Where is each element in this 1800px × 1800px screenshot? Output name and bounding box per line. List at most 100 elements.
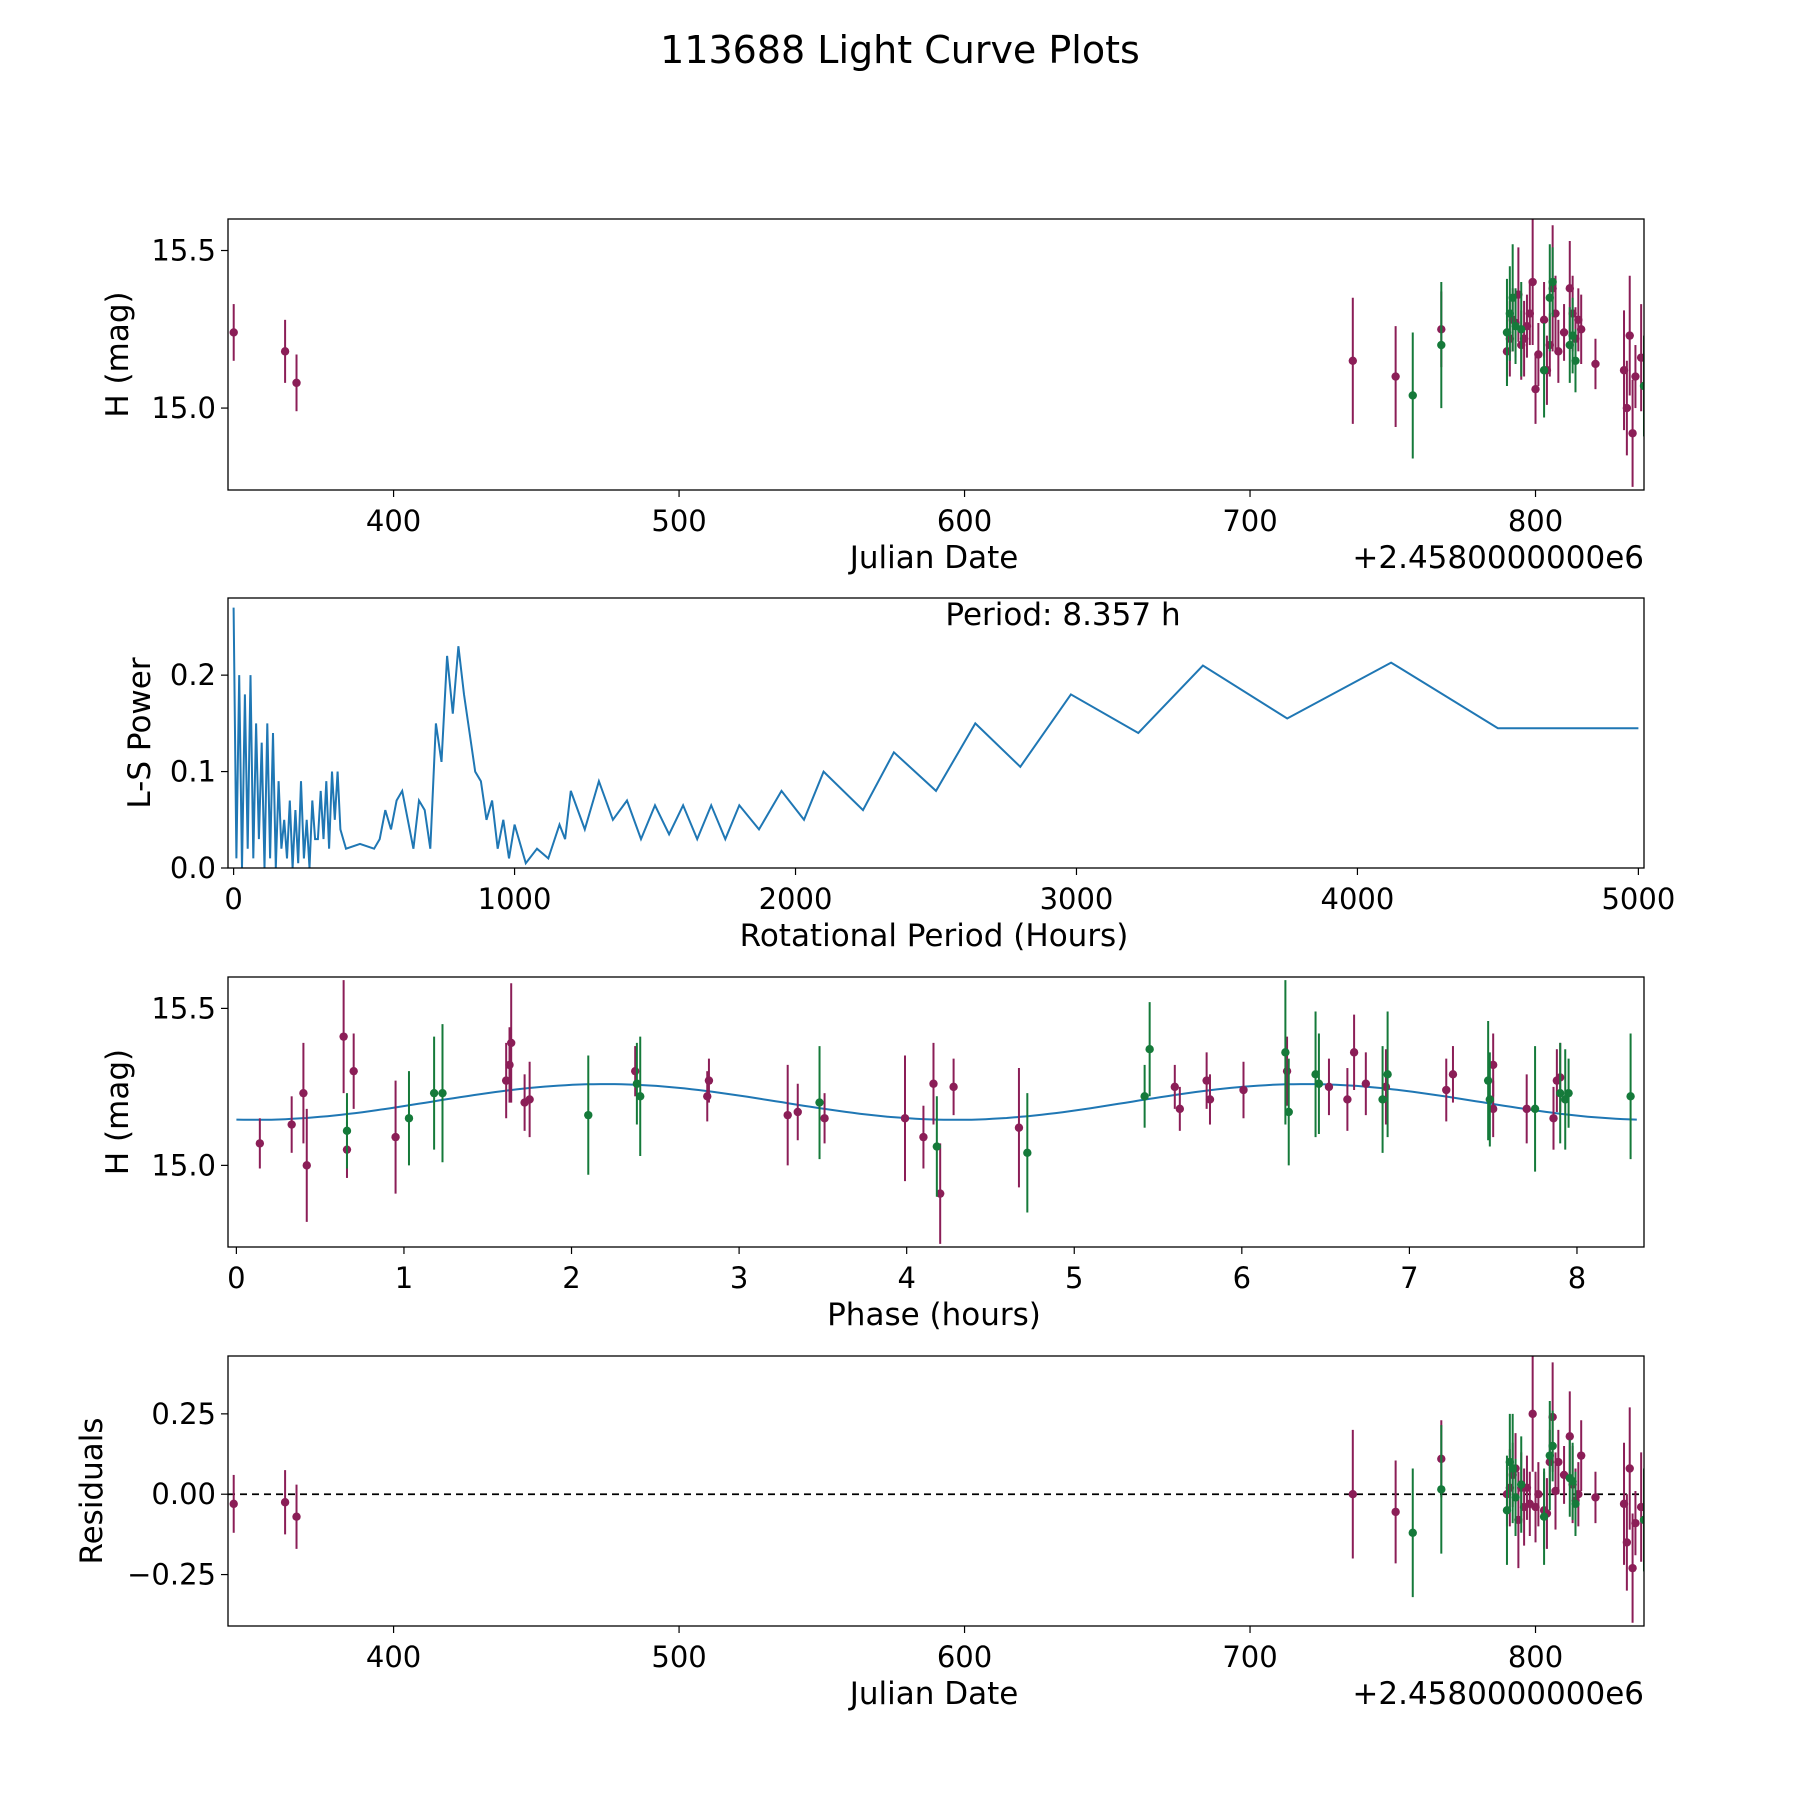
data-point [1437,1485,1446,1494]
data-point [1636,1502,1644,1512]
x-tick-label: 500 [651,504,706,538]
x-tick-label: 3 [730,1261,748,1295]
data-point [1324,1082,1334,1092]
data-point [1559,328,1569,337]
data-point [1539,315,1549,325]
data-point [1539,1512,1549,1521]
data-point [1530,1104,1540,1114]
plot-area [236,980,1637,1244]
data-point [1534,1490,1543,1499]
data-point [229,1499,238,1509]
data-point [302,1161,311,1170]
data-point [1522,1104,1531,1114]
x-tick-label: 2 [562,1261,580,1295]
data-point [1140,1092,1149,1101]
data-point [1631,1518,1640,1528]
data-point [1284,1107,1293,1117]
data-point [280,347,290,356]
data-point [1636,353,1644,362]
data-point [1628,1563,1637,1573]
x-tick-label: 600 [937,1640,992,1674]
data-point [1437,340,1446,350]
data-point [919,1132,928,1142]
data-point [1626,1092,1635,1101]
data-point [339,1032,348,1041]
x-tick-label: 0 [227,1261,245,1295]
data-point [1408,1528,1417,1537]
data-point [1531,384,1540,394]
data-point [391,1132,400,1142]
band1-series [229,219,1644,487]
data-point [1622,403,1632,413]
data-point [229,328,238,337]
data-point [704,1076,714,1085]
x-axis-label: Julian Date [848,540,1019,576]
data-point [1378,1095,1387,1104]
data-point [1528,1409,1537,1419]
axes-frame [227,976,1645,1248]
data-point [1343,1095,1352,1104]
data-point [632,1079,642,1088]
data-point [1023,1148,1032,1158]
data-point [1383,1070,1392,1079]
data-point [1548,1441,1557,1451]
data-point [1517,325,1526,334]
y-tick-label: 0.1 [170,755,216,789]
data-point [1554,347,1563,356]
x-axis-label: Julian Date [848,1676,1019,1712]
y-tick-label: −0.25 [127,1558,216,1592]
band2-series [1408,1401,1644,1598]
period-annotation: Period: 8.357 h [945,597,1180,633]
data-point [1488,1104,1498,1114]
data-point [1361,1079,1371,1088]
data-point [1571,1499,1580,1509]
x-tick-label: 1 [395,1261,413,1295]
band1-series [255,980,1565,1244]
data-point [1571,356,1580,366]
y-tick-label: 0.0 [170,851,216,885]
data-point [1511,1493,1520,1502]
y-tick-label: 0.2 [170,658,216,692]
y-axis-label: H (mag) [100,291,136,417]
data-point [1576,1451,1586,1460]
data-point [1625,331,1634,340]
data-point [1391,1507,1400,1517]
x-tick-label: 400 [366,1640,421,1674]
x-tick-label: 800 [1508,504,1563,538]
data-point [1202,1076,1211,1085]
data-point [525,1095,534,1104]
x-tick-label: 7 [1400,1261,1418,1295]
data-point [1565,1432,1574,1441]
data-point [1311,1070,1320,1079]
x-tick-label: 2000 [759,882,833,916]
data-point [1639,1515,1644,1525]
data-point [292,1512,301,1521]
data-point [932,1142,942,1151]
data-point [793,1107,802,1117]
data-point [1625,1464,1634,1473]
data-point [1483,1076,1493,1085]
data-point [1548,277,1557,287]
axes-frame [227,218,1645,491]
data-point [1556,1088,1565,1098]
data-point [1175,1104,1185,1114]
x-tick-label: 800 [1508,1640,1563,1674]
band1-series [229,1356,1644,1623]
x-tick-label: 0 [224,882,242,916]
x-tick-label: 5000 [1601,882,1675,916]
data-point [1485,1095,1495,1104]
y-tick-label: 15.0 [151,1148,216,1182]
y-tick-label: 15.5 [151,991,216,1025]
data-point [1488,1060,1498,1070]
data-point [1348,356,1358,366]
data-point [280,1498,290,1507]
periodogram-panel: 0 1000 2000 3000 4000 5000 0.0 0.1 0.2 Rotational… [122,597,1675,954]
x-tick-label: 5 [1065,1261,1083,1295]
y-tick-label: 15.5 [151,234,216,268]
x-tick-label: 1000 [478,882,552,916]
data-point [292,378,301,388]
data-point [1145,1045,1154,1054]
x-tick-label: 700 [1222,1640,1277,1674]
data-point [1539,366,1549,375]
